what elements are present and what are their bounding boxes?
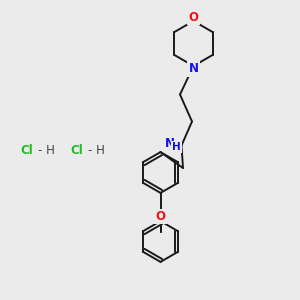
Text: O: O [155,210,166,223]
Text: O: O [188,11,199,24]
Text: N: N [188,62,199,76]
Text: Cl: Cl [21,143,33,157]
Text: N: N [165,137,175,151]
Text: Cl: Cl [70,143,83,157]
Text: - H: - H [88,143,104,157]
Text: H: H [172,142,181,152]
Text: - H: - H [38,143,55,157]
